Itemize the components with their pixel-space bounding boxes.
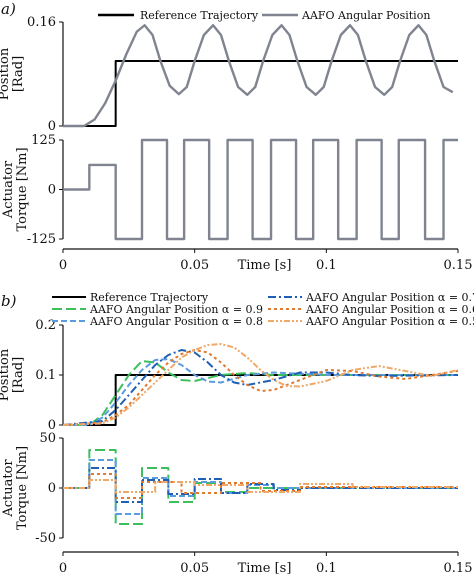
panel-label-b: b) bbox=[1, 292, 17, 310]
legend-label: AAFO Angular Position α = 0.8 bbox=[89, 315, 263, 328]
series-line bbox=[63, 479, 458, 493]
series-line bbox=[63, 60, 458, 127]
x-tick-label: 0.1 bbox=[316, 561, 337, 576]
y-tick-label: 0.16 bbox=[27, 15, 56, 30]
x-tick-label: 0.05 bbox=[180, 561, 209, 576]
legend-label: AAFO Angular Position α = 0.7 bbox=[305, 291, 474, 304]
legend-label: AAFO Angular Position α = 0.9 bbox=[89, 303, 263, 316]
x-tick-label: 0 bbox=[59, 561, 67, 576]
legend-label: AAFO Angular Position α = 0.5 bbox=[305, 315, 474, 328]
y-axis-label: [Rad] bbox=[11, 357, 26, 393]
y-tick-label: 50 bbox=[39, 431, 56, 446]
legend-label: AAFO Angular Position α = 0.6 bbox=[305, 303, 474, 316]
chart-b-position: 0 0.1 0.2 Position [Rad] Reference Trajectory… bbox=[0, 291, 474, 433]
series-line bbox=[63, 459, 458, 515]
series-line bbox=[63, 24, 454, 128]
x-axis-label: Time [s] bbox=[238, 561, 292, 576]
y-axis-label: Position bbox=[0, 348, 12, 401]
chart-a-position: 0 0.16 Position [Rad] Reference Trajectory AA… bbox=[0, 9, 458, 134]
y-axis-label: Actuator bbox=[1, 459, 16, 518]
series-line bbox=[63, 360, 458, 426]
legend-label: Reference Trajectory bbox=[140, 9, 259, 22]
series-line bbox=[63, 467, 458, 503]
y-axis-label: Actuator bbox=[1, 160, 16, 219]
series-line bbox=[63, 358, 458, 426]
x-tick-label: 0.15 bbox=[444, 561, 473, 576]
x-axis-label: Time [s] bbox=[238, 258, 292, 273]
panel-label-a: a) bbox=[1, 0, 16, 18]
y-axis-label: Torque [Nm] bbox=[15, 147, 30, 231]
y-axis-label: Torque [Nm] bbox=[15, 446, 30, 530]
x-tick-label: 0.15 bbox=[444, 258, 473, 273]
y-axis-label: [Rad] bbox=[11, 56, 26, 92]
series-line bbox=[62, 343, 459, 426]
series-line bbox=[63, 374, 458, 426]
y-tick-label: 0 bbox=[48, 183, 56, 198]
y-tick-label: 0 bbox=[48, 418, 56, 433]
series-line bbox=[63, 138, 458, 241]
x-tick-label: 0 bbox=[59, 258, 67, 273]
y-tick-label: -125 bbox=[27, 232, 56, 247]
x-tick-label: 0.1 bbox=[316, 258, 337, 273]
y-tick-label: 0.2 bbox=[35, 318, 56, 333]
y-tick-label: 125 bbox=[31, 133, 56, 148]
y-axis-label: Position bbox=[0, 47, 12, 100]
x-tick-label: 0.05 bbox=[180, 258, 209, 273]
y-tick-label: 0 bbox=[48, 119, 56, 134]
legend-label: Reference Trajectory bbox=[90, 291, 209, 304]
y-tick-label: 0 bbox=[48, 481, 56, 496]
series-line bbox=[62, 349, 459, 426]
legend-label: AAFO Angular Position bbox=[301, 9, 430, 22]
y-tick-label: -50 bbox=[35, 531, 56, 546]
y-tick-label: 0.1 bbox=[35, 368, 56, 383]
